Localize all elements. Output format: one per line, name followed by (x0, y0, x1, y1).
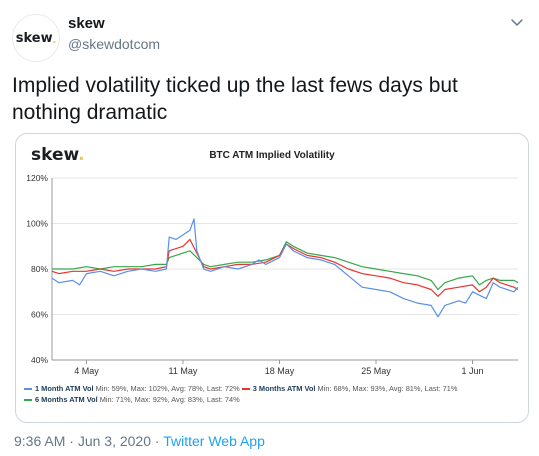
y-tick-label: 40% (31, 355, 48, 365)
series-line-1m (51, 218, 519, 318)
logo-text: skew (31, 145, 79, 165)
tweet-date[interactable]: Jun 3, 2020 (77, 433, 151, 449)
legend-name: 3 Months ATM Vol (252, 384, 316, 393)
legend-swatch-6m (24, 399, 32, 402)
display-name[interactable]: skew (68, 15, 105, 32)
x-tick-label: 18 May (265, 366, 295, 376)
avatar-logo-dot: . (52, 30, 57, 46)
x-tick-label: 11 May (169, 366, 198, 376)
user-handle[interactable]: @skewdotcom (68, 36, 161, 52)
legend-row-1: 1 Month ATM Vol Min: 59%, Max: 102%, Avg… (24, 384, 457, 394)
volatility-chart: 120% 100% 80% 60% 40% 4 May 11 May 18 May 25 May… (26, 173, 519, 376)
legend-swatch-1m (24, 388, 32, 391)
logo-dot: . (78, 145, 85, 165)
legend-name: 1 Month ATM Vol (35, 384, 94, 393)
series-line-6m (52, 241, 519, 291)
y-tick-label: 120% (26, 173, 48, 183)
separator: · (151, 433, 164, 449)
legend-row-2: 6 Months ATM Vol Min: 71%, Max: 92%, Avg… (24, 395, 240, 405)
x-tick-label: 4 May (74, 366, 99, 376)
y-tick-label: 100% (26, 219, 48, 229)
x-tick-label: 1 Jun (461, 366, 483, 376)
legend-name: 6 Months ATM Vol (35, 395, 98, 404)
legend-item-3m[interactable]: 3 Months ATM Vol Min: 68%, Max: 93%, Avg… (241, 384, 458, 394)
skew-logo: skew. (31, 145, 85, 165)
avatar[interactable]: skew. (12, 14, 60, 62)
avatar-logo-text: skew (15, 30, 53, 46)
chevron-down-icon[interactable] (509, 14, 525, 30)
chart-image-card[interactable]: skew. BTC ATM Implied Volatility 120% 100… (15, 133, 529, 423)
separator: · (65, 433, 78, 449)
tweet-text: Implied volatility ticked up the last fe… (12, 74, 458, 124)
tweet-footer: 9:36 AM · Jun 3, 2020 · Twitter Web App (14, 433, 265, 449)
y-tick-label: 60% (31, 310, 48, 320)
legend-swatch-3m (241, 388, 250, 391)
legend-item-1m[interactable]: 1 Month ATM Vol Min: 59%, Max: 102%, Avg… (24, 384, 240, 394)
tweet-time[interactable]: 9:36 AM (14, 433, 66, 449)
legend-stats: Min: 59%, Max: 102%, Avg: 78%, Last: 72% (95, 384, 240, 393)
legend-stats: Min: 68%, Max: 93%, Avg: 81%, Last: 71% (317, 384, 458, 393)
y-tick-label: 80% (31, 264, 48, 274)
x-tick-label: 25 May (361, 366, 391, 376)
chart-title: BTC ATM Implied Volatility (209, 150, 335, 161)
legend-stats: Min: 71%, Max: 92%, Avg: 83%, Last: 74% (99, 395, 240, 404)
source-app-link[interactable]: Twitter Web App (163, 433, 265, 449)
legend-item-6m[interactable]: 6 Months ATM Vol Min: 71%, Max: 92%, Avg… (24, 395, 240, 405)
